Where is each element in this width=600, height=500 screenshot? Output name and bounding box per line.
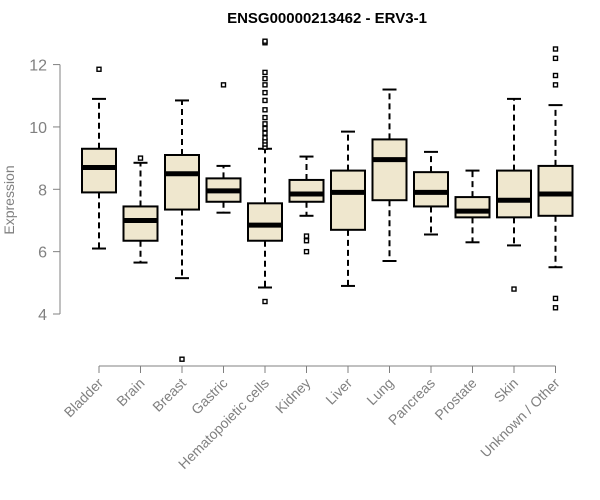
outlier-point — [137, 155, 144, 161]
box-7 — [330, 130, 366, 287]
outlier-point — [262, 75, 268, 82]
x-tick-label: Liver — [322, 375, 355, 408]
box-9 — [413, 150, 449, 236]
outlier-point — [262, 130, 268, 136]
outlier-point — [220, 82, 227, 88]
x-tick-label: Prostate — [431, 375, 479, 423]
x-tick-label: Lung — [363, 375, 396, 408]
box-10 — [454, 169, 491, 244]
box-6 — [288, 155, 325, 255]
chart-title: ENSG00000213462 - ERV3-1 — [227, 10, 427, 27]
box-iqr — [122, 205, 159, 242]
box-iqr — [164, 154, 200, 211]
y-tick-label: 8 — [38, 182, 47, 199]
x-tick-label: Skin — [491, 375, 522, 406]
x-tick-label: Unknown / Other — [477, 375, 563, 461]
y-tick-label: 12 — [29, 58, 47, 75]
box-2 — [122, 155, 159, 264]
outlier-point — [262, 89, 268, 96]
y-axis-label: Expression — [1, 165, 17, 234]
outlier-point — [552, 305, 559, 311]
box-iqr — [496, 169, 532, 219]
y-tick-label: 6 — [38, 245, 47, 262]
outlier-point — [179, 356, 185, 362]
box-1 — [81, 66, 117, 250]
plot-area — [81, 38, 574, 362]
box-iqr — [81, 147, 117, 194]
box-iqr — [413, 171, 449, 208]
outlier-point — [262, 298, 268, 305]
outlier-point — [96, 66, 102, 72]
box-iqr — [330, 169, 366, 231]
outlier-point — [552, 55, 559, 62]
outlier-point — [262, 82, 268, 88]
outlier-point — [262, 97, 268, 104]
box-11 — [496, 97, 532, 292]
outlier-point — [262, 125, 268, 132]
outlier-point — [303, 238, 310, 244]
outlier-point — [262, 135, 268, 141]
box-3 — [164, 99, 200, 362]
x-tick-label: Brain — [113, 375, 147, 409]
outlier-point — [552, 82, 559, 88]
box-iqr — [371, 138, 408, 202]
y-axis: 4 6 8 10 12 — [29, 58, 61, 324]
box-12 — [537, 46, 574, 311]
box-5 — [247, 38, 283, 305]
outlier-point — [262, 114, 268, 121]
outlier-point — [552, 295, 559, 302]
box-iqr — [454, 196, 491, 219]
x-tick-label: Breast — [149, 375, 189, 415]
outlier-point — [511, 286, 517, 292]
box-iqr — [247, 202, 283, 242]
box-4 — [205, 82, 242, 214]
outlier-point — [262, 121, 268, 127]
outlier-point — [552, 46, 559, 52]
outlier-point — [262, 107, 268, 113]
outlier-point — [552, 72, 559, 79]
box-8 — [371, 88, 408, 262]
y-tick-label: 10 — [29, 120, 47, 137]
outlier-point — [262, 69, 268, 76]
outlier-point — [262, 38, 268, 44]
outlier-point — [303, 248, 310, 255]
outlier-point — [303, 233, 310, 239]
box-iqr — [288, 178, 325, 203]
y-tick-label: 4 — [38, 307, 47, 324]
x-tick-label: Kidney — [272, 375, 314, 417]
x-tick-label: Bladder — [61, 375, 107, 421]
box-iqr — [537, 164, 574, 217]
